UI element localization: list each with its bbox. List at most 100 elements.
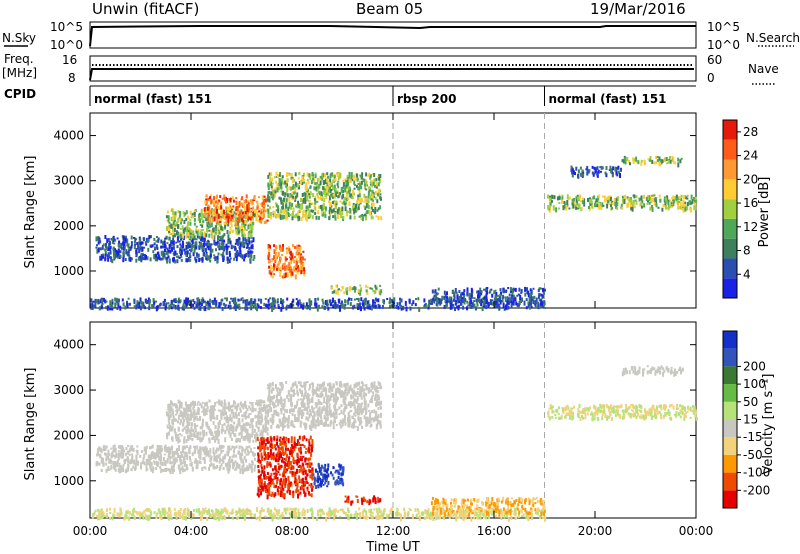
data-cell: [365, 188, 368, 191]
data-cell: [122, 468, 125, 473]
data-cell: [122, 302, 125, 307]
data-cell: [325, 302, 328, 307]
data-cell: [246, 465, 249, 469]
data-cell: [579, 194, 582, 200]
data-cell: [237, 304, 240, 308]
data-cell: [504, 298, 507, 302]
data-cell: [206, 206, 209, 211]
data-cell: [145, 465, 148, 470]
data-cell: [167, 302, 170, 305]
data-cell: [523, 300, 526, 306]
data-cell: [179, 405, 182, 409]
data-cell: [345, 214, 348, 217]
data-cell: [283, 262, 286, 266]
data-cell: [222, 258, 225, 262]
data-cell: [226, 461, 229, 464]
data-cell: [643, 203, 646, 208]
data-cell: [266, 432, 269, 436]
data-cell: [178, 414, 180, 420]
data-cell: [125, 458, 128, 462]
data-cell: [175, 435, 177, 439]
data-cell: [293, 196, 296, 200]
data-cell: [235, 256, 238, 262]
data-cell: [172, 231, 175, 235]
data-cell: [115, 463, 118, 467]
data-cell: [305, 209, 308, 212]
data-cell: [228, 208, 231, 212]
data-cell: [450, 299, 453, 303]
data-cell: [221, 242, 223, 246]
data-cell: [179, 421, 182, 425]
data-cell: [223, 239, 226, 243]
data-cell: [375, 178, 378, 182]
data-cell: [377, 303, 380, 309]
data-cell: [300, 266, 303, 272]
data-cell: [144, 241, 147, 244]
data-cell: [655, 161, 658, 165]
data-cell: [379, 196, 382, 200]
data-cell: [167, 454, 170, 457]
data-cell: [439, 300, 442, 304]
data-cell: [213, 208, 216, 214]
data-cell: [525, 298, 528, 302]
data-cell: [202, 406, 205, 411]
data-cell: [187, 241, 190, 245]
data-cell: [364, 197, 367, 203]
data-cell: [198, 215, 201, 219]
data-cell: [372, 202, 375, 207]
data-cell: [208, 213, 210, 217]
data-cell: [212, 410, 215, 413]
data-cell: [290, 482, 293, 487]
data-cell: [277, 208, 280, 214]
data-cell: [203, 233, 206, 238]
data-cell: [265, 424, 268, 429]
data-cell: [473, 297, 476, 300]
data-cell: [265, 417, 268, 420]
data-cell: [239, 212, 242, 218]
data-cell: [311, 488, 314, 492]
data-cell: [248, 436, 251, 439]
data-cell: [168, 230, 171, 233]
data-cell: [506, 300, 509, 305]
data-cell: [130, 469, 133, 472]
data-cell: [532, 296, 535, 300]
data-cell: [209, 448, 212, 454]
data-cell: [250, 208, 252, 211]
data-cell: [104, 448, 107, 451]
data-cell: [201, 237, 204, 240]
data-cell: [248, 247, 251, 250]
data-cell: [599, 166, 602, 169]
data-cell: [229, 253, 231, 258]
data-cell: [258, 470, 261, 473]
data-cell: [154, 246, 157, 249]
data-cell: [180, 255, 183, 258]
data-cell: [257, 417, 260, 422]
data-cell: [602, 195, 604, 198]
data-cell: [662, 204, 665, 207]
data-cell: [263, 209, 266, 213]
data-cell: [432, 298, 435, 301]
data-cell: [188, 227, 190, 231]
data-cell: [158, 456, 161, 461]
data-cell: [527, 290, 530, 295]
data-cell: [170, 461, 173, 465]
data-cell: [309, 174, 312, 178]
data-cell: [429, 302, 432, 305]
data-cell: [190, 426, 193, 432]
data-cell: [249, 221, 252, 225]
data-cell: [217, 231, 220, 235]
data-cell: [189, 249, 191, 251]
data-cell: [469, 300, 471, 304]
data-cell: [281, 275, 284, 279]
data-cell: [297, 205, 300, 209]
data-cell: [277, 486, 280, 488]
data-cell: [235, 200, 238, 203]
data-cell: [165, 450, 168, 453]
data-cell: [293, 186, 296, 190]
data-cell: [183, 306, 186, 310]
data-cell: [672, 161, 675, 164]
data-cell: [220, 226, 223, 230]
data-cell: [335, 284, 338, 288]
data-cell: [310, 180, 313, 185]
data-cell: [267, 204, 269, 207]
